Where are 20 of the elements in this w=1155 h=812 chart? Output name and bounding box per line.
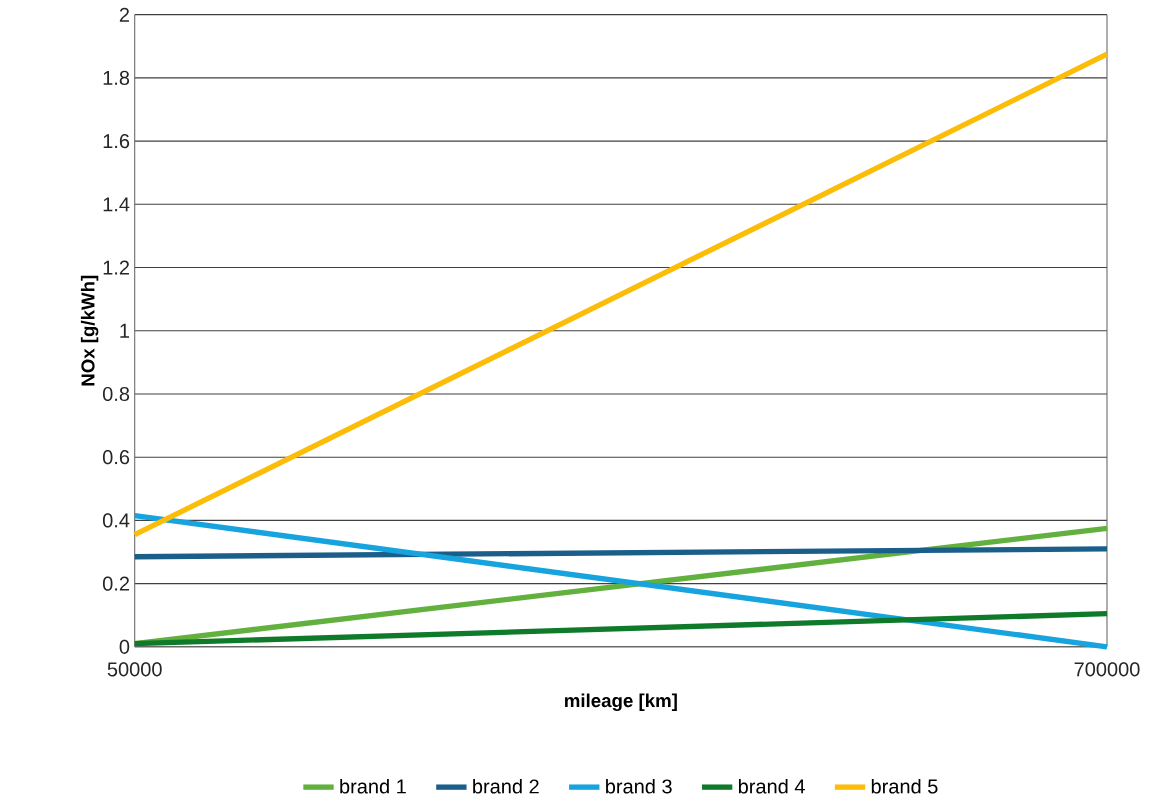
y-tick-label: 0.6 [102, 449, 130, 465]
y-tick-label: 1.2 [103, 260, 129, 275]
x-tick-label: 50000 [107, 662, 162, 677]
y-tick-label: 0.4 [102, 513, 130, 528]
y-tick-label: 0.2 [102, 576, 129, 591]
y-tick-label: 0 [119, 639, 130, 654]
y-tick-label: 1 [120, 323, 130, 338]
x-axis-title: mileage [km] [565, 693, 677, 711]
y-axis-title: NOx [g/kWh] [80, 275, 99, 386]
y-tick-label: 2 [119, 7, 129, 22]
legend-label: brand 4 [738, 778, 805, 794]
legend-label: brand 5 [871, 778, 938, 794]
legend-label: brand 3 [606, 778, 672, 794]
y-tick-label: 1.4 [103, 197, 130, 212]
y-tick-label: 1.8 [103, 70, 130, 85]
y-tick-label: 1.6 [103, 133, 130, 149]
y-tick-label: 0.8 [102, 386, 130, 401]
x-tick-label: 700000 [1074, 662, 1140, 677]
legend-label: brand 1 [340, 778, 406, 794]
legend-label: brand 2 [473, 778, 539, 794]
